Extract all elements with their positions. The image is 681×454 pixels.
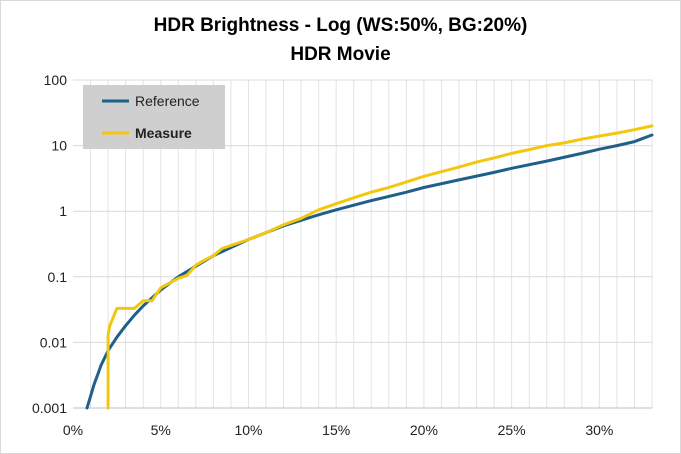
x-tick-label: 10%: [234, 422, 262, 438]
x-tick-label: 25%: [498, 422, 526, 438]
x-tick-label: 0%: [63, 422, 83, 438]
y-tick-label: 0.01: [40, 334, 67, 350]
y-tick-label: 100: [44, 72, 68, 88]
y-tick-label: 0.001: [32, 400, 67, 416]
y-tick-label: 1: [59, 203, 67, 219]
series-line-measure: [106, 124, 654, 410]
y-tick-label: 0.1: [48, 269, 68, 285]
chart-title: HDR Brightness - Log (WS:50%, BG:20%): [153, 15, 528, 36]
x-tick-label: 5%: [151, 422, 171, 438]
legend-label-reference: Reference: [135, 93, 200, 109]
series-line-reference: [85, 133, 654, 410]
x-tick-label: 30%: [585, 422, 613, 438]
legend-box: [83, 85, 225, 149]
chart-subtitle: HDR Movie: [290, 44, 391, 65]
x-tick-label: 15%: [322, 422, 350, 438]
legend-label-measure: Measure: [135, 125, 192, 141]
x-tick-label: 20%: [410, 422, 438, 438]
y-tick-label: 10: [51, 138, 67, 154]
